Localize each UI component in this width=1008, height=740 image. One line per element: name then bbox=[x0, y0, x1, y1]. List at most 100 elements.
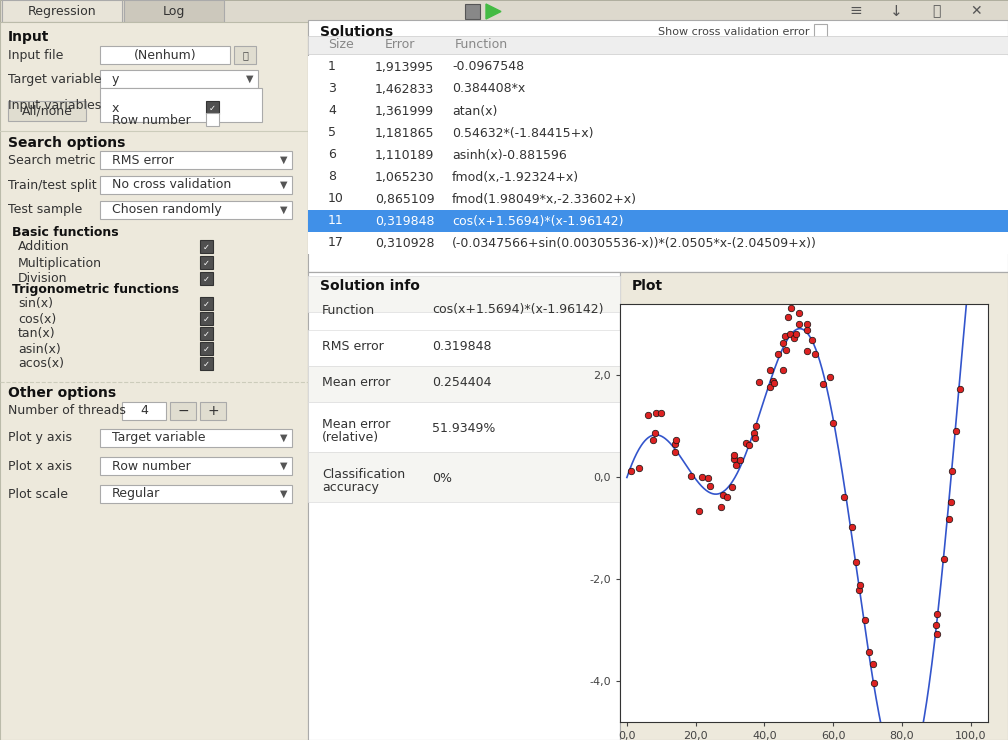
Point bbox=[807, 349, 824, 360]
Text: Target variable: Target variable bbox=[8, 73, 102, 86]
Point bbox=[783, 302, 799, 314]
Text: 17: 17 bbox=[328, 237, 344, 249]
Point bbox=[803, 334, 820, 346]
Bar bbox=[100, 46, 230, 64]
Text: RMS error: RMS error bbox=[322, 340, 384, 354]
Text: 10: 10 bbox=[328, 192, 344, 206]
Text: Train/test split: Train/test split bbox=[8, 178, 97, 192]
Bar bbox=[200, 312, 213, 325]
Bar bbox=[0, 22, 308, 740]
Point bbox=[790, 318, 806, 330]
Text: (relative): (relative) bbox=[322, 431, 379, 443]
Text: 8: 8 bbox=[328, 170, 336, 184]
Point bbox=[799, 324, 815, 336]
Text: Regression: Regression bbox=[27, 4, 97, 18]
Bar bbox=[206, 101, 219, 114]
Bar bbox=[200, 327, 213, 340]
Point bbox=[944, 465, 961, 477]
Bar bbox=[100, 485, 292, 503]
Bar bbox=[308, 56, 1008, 78]
Text: 4: 4 bbox=[328, 104, 336, 118]
Text: Show cross validation error: Show cross validation error bbox=[658, 27, 810, 37]
Text: Row number: Row number bbox=[112, 460, 191, 473]
Bar bbox=[200, 342, 213, 355]
Text: ✕: ✕ bbox=[970, 4, 982, 18]
Bar bbox=[308, 166, 1008, 188]
Text: All/none: All/none bbox=[21, 104, 73, 118]
Bar bbox=[308, 330, 620, 366]
Text: Basic functions: Basic functions bbox=[12, 226, 119, 238]
Text: ✓: ✓ bbox=[203, 243, 210, 252]
Bar bbox=[200, 256, 213, 269]
Bar bbox=[0, 0, 1008, 22]
Text: atan(x): atan(x) bbox=[452, 104, 497, 118]
Text: ↓: ↓ bbox=[890, 4, 902, 18]
Point bbox=[761, 364, 777, 376]
Text: cos(x): cos(x) bbox=[18, 312, 56, 326]
Bar bbox=[308, 78, 1008, 100]
Bar bbox=[100, 70, 258, 88]
Point bbox=[691, 505, 708, 517]
Point bbox=[770, 348, 786, 360]
Point bbox=[848, 556, 864, 568]
Point bbox=[822, 371, 838, 383]
Bar bbox=[8, 101, 86, 121]
Point bbox=[875, 737, 891, 740]
Text: fmod(1.98049*x,-2.33602+x): fmod(1.98049*x,-2.33602+x) bbox=[452, 192, 637, 206]
Point bbox=[648, 407, 664, 419]
Text: ▼: ▼ bbox=[280, 433, 287, 443]
Bar bbox=[206, 113, 219, 126]
Text: y: y bbox=[112, 73, 119, 86]
Text: 5: 5 bbox=[328, 127, 336, 140]
Text: Mean error: Mean error bbox=[322, 377, 390, 389]
Point bbox=[825, 417, 841, 428]
Bar bbox=[100, 429, 292, 447]
Bar bbox=[308, 276, 620, 312]
Point bbox=[747, 432, 763, 444]
Text: 0,865109: 0,865109 bbox=[375, 192, 434, 206]
Point bbox=[928, 608, 944, 619]
Text: Regular: Regular bbox=[112, 488, 160, 500]
Point bbox=[751, 376, 767, 388]
Point bbox=[646, 427, 662, 439]
Bar bbox=[308, 452, 620, 502]
Text: Classification: Classification bbox=[322, 468, 405, 482]
Text: Plot y axis: Plot y axis bbox=[8, 431, 72, 445]
Point bbox=[862, 646, 878, 658]
Text: acos(x): acos(x) bbox=[18, 357, 64, 371]
Bar bbox=[308, 272, 620, 740]
Point bbox=[667, 438, 683, 450]
Point bbox=[787, 329, 803, 340]
Point bbox=[683, 470, 700, 482]
Text: ▼: ▼ bbox=[280, 180, 287, 190]
Text: cos(x+1.5694)*(x-1.96142): cos(x+1.5694)*(x-1.96142) bbox=[452, 215, 624, 227]
Bar bbox=[200, 402, 226, 420]
Point bbox=[853, 579, 869, 591]
Text: Row number: Row number bbox=[112, 113, 191, 127]
Text: Error: Error bbox=[385, 38, 415, 52]
Bar bbox=[308, 122, 1008, 144]
Text: ✓: ✓ bbox=[209, 104, 216, 112]
Text: ✓: ✓ bbox=[203, 329, 210, 338]
Text: Input variables: Input variables bbox=[8, 99, 101, 112]
Point bbox=[865, 658, 881, 670]
Point bbox=[777, 330, 793, 342]
Bar bbox=[100, 151, 292, 169]
Polygon shape bbox=[486, 4, 501, 19]
Text: ≡: ≡ bbox=[850, 4, 863, 18]
Text: No cross validation: No cross validation bbox=[112, 178, 231, 192]
Text: Division: Division bbox=[18, 272, 68, 286]
Point bbox=[741, 439, 757, 451]
Point bbox=[942, 496, 959, 508]
Text: ▼: ▼ bbox=[280, 461, 287, 471]
Text: Function: Function bbox=[455, 38, 508, 52]
Text: accuracy: accuracy bbox=[322, 480, 379, 494]
Text: ✓: ✓ bbox=[203, 314, 210, 323]
Text: 0,310928: 0,310928 bbox=[375, 237, 434, 249]
Point bbox=[644, 434, 660, 445]
Point bbox=[936, 554, 953, 565]
Point bbox=[728, 459, 744, 471]
Point bbox=[631, 462, 647, 474]
Text: sin(x): sin(x) bbox=[18, 297, 53, 311]
Point bbox=[866, 676, 882, 688]
